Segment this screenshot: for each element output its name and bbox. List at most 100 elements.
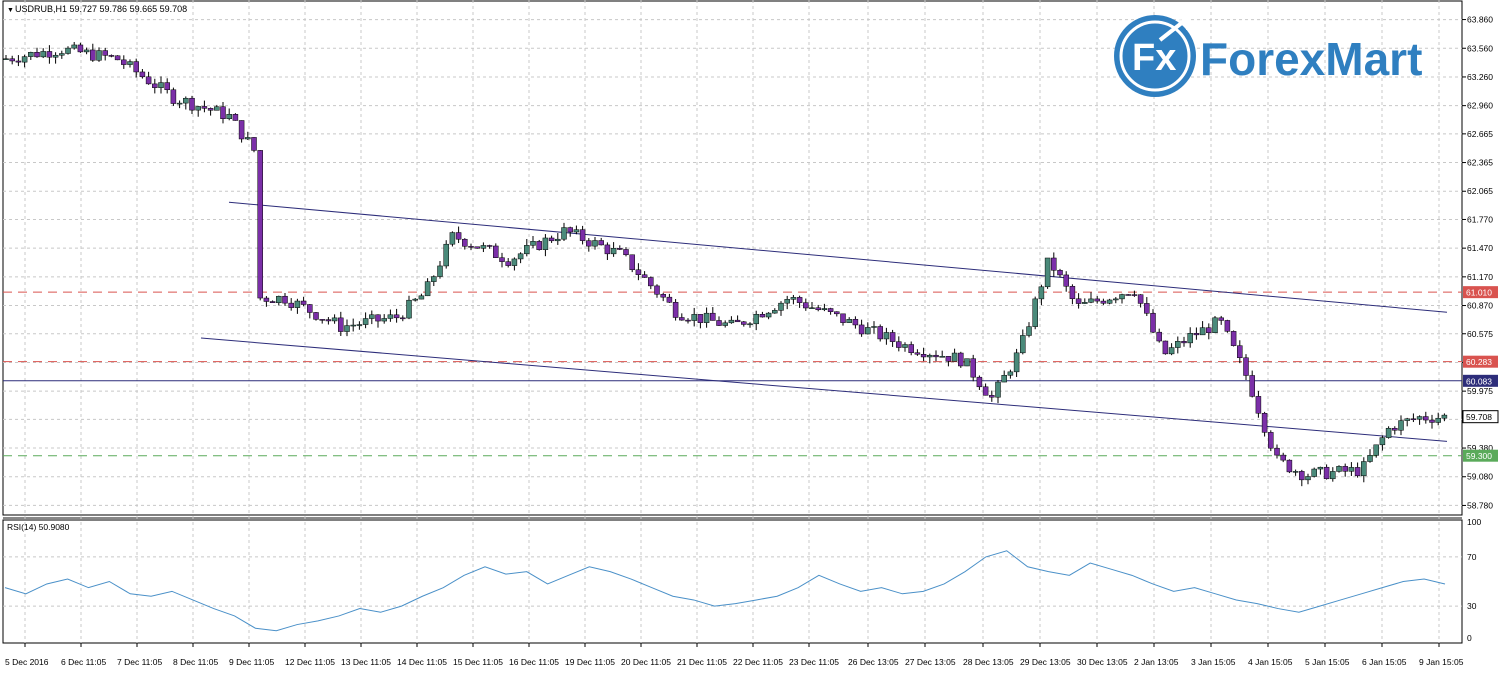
candle-bull: [369, 314, 375, 319]
rsi-panel-frame: [2, 519, 1463, 644]
level-price-label: 60.083: [1466, 376, 1492, 386]
y-tick-label: 60.575: [1467, 329, 1493, 339]
candle-bull: [809, 307, 815, 309]
candle-bear: [908, 344, 914, 353]
candle-bear: [586, 240, 592, 247]
candle-bull: [1398, 420, 1404, 431]
candle-bull: [431, 276, 437, 282]
candle-bull: [592, 240, 598, 247]
candle-bull: [1435, 417, 1441, 423]
candle-bull: [790, 297, 797, 300]
candle-bear: [263, 297, 270, 302]
candle-bull: [1348, 467, 1355, 472]
candle-bear: [1354, 467, 1361, 477]
candle-bear: [232, 114, 239, 121]
candle-bear: [1268, 432, 1274, 449]
candle-bear: [1075, 298, 1082, 304]
candle-bear: [567, 227, 573, 233]
candle-bull: [865, 327, 871, 335]
candle-bull: [883, 332, 890, 340]
candle-bear: [238, 120, 245, 140]
candle-bull: [1020, 335, 1026, 354]
candle-bear: [1193, 333, 1200, 336]
y-tick-label: 59.380: [1467, 443, 1493, 453]
x-tick-label: 30 Dec 13:05: [1077, 657, 1128, 667]
x-tick-label: 2 Jan 13:05: [1134, 657, 1179, 667]
candle-bear: [827, 308, 834, 312]
candle-bear: [958, 352, 964, 367]
logo-ring: [1119, 20, 1191, 92]
x-tick-label: 7 Dec 11:05: [117, 657, 162, 667]
y-tick-label: 61.770: [1467, 214, 1493, 224]
candle-bull: [424, 281, 431, 297]
candle-bear: [400, 317, 406, 320]
candle-bear: [877, 326, 883, 340]
candle-bear: [1342, 466, 1348, 472]
candle-bear: [325, 319, 332, 322]
candle-bear: [313, 312, 319, 320]
level-price-tag: [1463, 449, 1498, 462]
candle-bear: [896, 341, 902, 348]
candle-bull: [951, 352, 958, 362]
candle-bear: [251, 137, 257, 151]
y-tick-label: 58.780: [1467, 500, 1493, 510]
main-panel-frame: [2, 0, 1463, 516]
candle-bear: [207, 108, 214, 111]
candle-bear: [15, 60, 22, 63]
candle-bear: [604, 244, 611, 255]
rsi-series-line: [4, 550, 1446, 632]
candle-bear: [579, 229, 586, 241]
candle-bear: [1230, 331, 1237, 346]
candle-bull: [1199, 327, 1206, 336]
candle-bear: [1137, 294, 1144, 304]
candle-bear: [145, 76, 152, 85]
candle-bull: [443, 243, 449, 267]
candle-bear: [889, 332, 896, 342]
candle-bull: [871, 326, 877, 328]
x-tick-label: 19 Dec 11:05: [565, 657, 615, 667]
candle-bull: [1032, 298, 1038, 327]
x-tick-label: 5 Jan 15:05: [1305, 657, 1350, 667]
level-price-tag: [1463, 286, 1498, 299]
x-tick-label: 12 Dec 11:05: [285, 657, 335, 667]
x-tick-label: 14 Dec 11:05: [397, 657, 447, 667]
y-tick-label: 59.080: [1467, 472, 1493, 482]
candle-bear: [598, 240, 604, 246]
candle-bear: [648, 277, 654, 287]
candle-bear: [666, 296, 673, 303]
candle-bear: [108, 55, 115, 57]
candle-bear: [1392, 427, 1398, 431]
candle-bull: [449, 232, 456, 245]
candle-bear: [982, 386, 989, 396]
y-tick-label: 63.260: [1467, 72, 1493, 82]
logo-circle: [1114, 15, 1196, 97]
candle-bear: [672, 302, 679, 318]
candle-bull: [480, 245, 487, 249]
candle-bear: [1125, 294, 1131, 296]
candle-bull: [226, 114, 232, 119]
candle-bull: [728, 319, 735, 324]
candle-bear: [623, 249, 629, 256]
candle-bull: [40, 51, 46, 58]
x-tick-label: 22 Dec 11:05: [733, 657, 783, 667]
candle-bull: [1187, 333, 1193, 344]
candle-bear: [803, 302, 809, 309]
x-tick-label: 27 Dec 13:05: [905, 657, 956, 667]
candle-bull: [127, 61, 133, 65]
channel-line: [200, 337, 1448, 442]
candle-bear: [1156, 331, 1162, 342]
candle-bear: [102, 50, 108, 56]
x-tick-label: 16 Dec 11:05: [509, 657, 559, 667]
candle-bull: [245, 137, 251, 140]
x-tick-label: 5 Dec 2016: [5, 657, 49, 667]
candle-bull: [778, 302, 784, 311]
candle-bull: [1404, 418, 1410, 421]
candle-bull: [350, 324, 356, 327]
candle-bull: [703, 312, 710, 323]
candle-bull: [753, 314, 759, 325]
y-tick-label: 61.170: [1467, 272, 1493, 282]
candle-bull: [995, 381, 1001, 398]
candle-bear: [139, 71, 146, 78]
candle-bear: [1206, 327, 1212, 334]
